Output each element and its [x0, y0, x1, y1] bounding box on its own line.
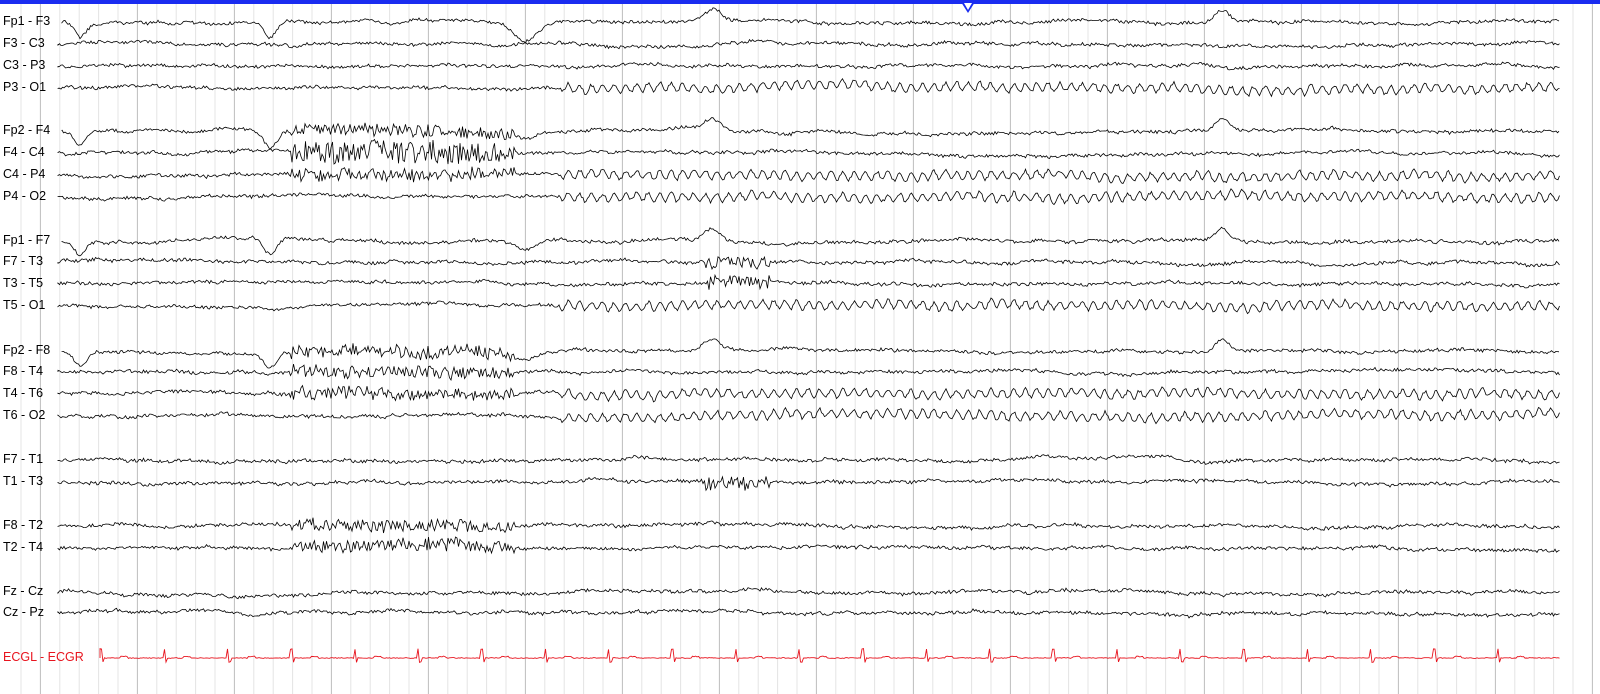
channel-label[interactable]: T4 - T6 — [3, 386, 44, 400]
eeg-channel-trace — [61, 117, 1560, 150]
channel-label[interactable]: T2 - T4 — [3, 540, 44, 554]
eeg-channel-trace — [57, 297, 1560, 315]
ecg-trace — [99, 648, 1560, 664]
channel-label[interactable]: Fp2 - F8 — [3, 343, 51, 357]
eeg-channel-trace — [57, 454, 1560, 465]
eeg-channel-trace — [57, 188, 1560, 206]
channel-label[interactable]: P3 - O1 — [3, 80, 47, 94]
channel-label[interactable]: P4 - O2 — [3, 189, 47, 203]
channel-label[interactable]: T3 - T5 — [3, 276, 44, 290]
eeg-channel-trace — [57, 364, 1560, 382]
eeg-channel-trace — [57, 77, 1560, 98]
eeg-channel-trace — [61, 226, 1560, 257]
channel-label[interactable]: T1 - T3 — [3, 474, 44, 488]
eeg-channel-trace — [57, 586, 1560, 600]
channel-label[interactable]: F3 - C3 — [3, 36, 45, 50]
eeg-channel-trace — [61, 7, 1560, 44]
channel-label[interactable]: Fp1 - F3 — [3, 14, 51, 28]
eeg-channel-trace — [61, 338, 1560, 369]
eeg-channel-trace — [57, 273, 1560, 291]
eeg-channel-trace — [57, 61, 1560, 71]
eeg-channel-trace — [57, 384, 1560, 403]
eeg-channel-trace — [57, 406, 1560, 425]
channel-label[interactable]: ECGL - ECGR — [3, 650, 84, 664]
eeg-channel-trace — [57, 38, 1560, 50]
channel-label[interactable]: Fz - Cz — [3, 584, 44, 598]
channel-label[interactable]: Fp2 - F4 — [3, 123, 51, 137]
channel-label[interactable]: Fp1 - F7 — [3, 233, 51, 247]
channel-label[interactable]: F7 - T3 — [3, 254, 44, 268]
event-marker-icon[interactable] — [961, 2, 975, 13]
eeg-channel-trace — [57, 138, 1560, 165]
channel-label[interactable]: F8 - T2 — [3, 518, 44, 532]
channel-label[interactable]: T6 - O2 — [3, 408, 46, 422]
channel-label[interactable]: C4 - P4 — [3, 167, 46, 181]
eeg-channel-trace — [57, 517, 1560, 534]
channel-label[interactable]: F7 - T1 — [3, 452, 44, 466]
channel-label[interactable]: T5 - O1 — [3, 298, 46, 312]
eeg-channel-trace — [57, 255, 1560, 270]
timeline-bar[interactable] — [0, 0, 1600, 4]
channel-label[interactable]: Cz - Pz — [3, 605, 44, 619]
channel-label[interactable]: F4 - C4 — [3, 145, 45, 159]
eeg-channel-trace — [57, 536, 1560, 555]
eeg-channel-trace — [57, 166, 1560, 185]
eeg-channel-trace — [57, 475, 1560, 492]
eeg-channel-trace — [57, 607, 1560, 619]
channel-label[interactable]: C3 - P3 — [3, 58, 46, 72]
channel-label[interactable]: F8 - T4 — [3, 364, 44, 378]
